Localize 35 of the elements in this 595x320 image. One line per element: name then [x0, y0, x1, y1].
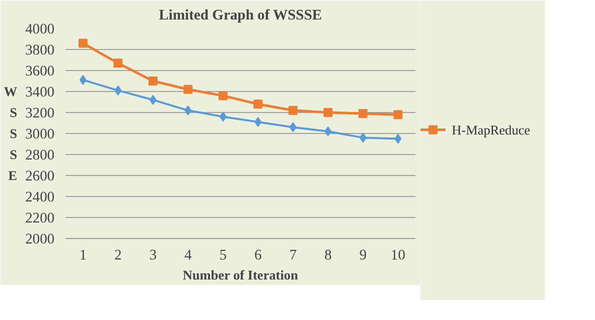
y-tick-label: 2000 [25, 232, 54, 248]
point [184, 84, 192, 94]
y-tick-label: 3800 [25, 42, 54, 58]
y-tick-label: 2400 [25, 190, 54, 206]
y-tick-label: 3000 [25, 126, 54, 142]
y-tick-label: 2600 [25, 168, 54, 184]
y-tick-label: 3200 [25, 106, 54, 122]
point [148, 76, 158, 86]
point [114, 58, 122, 68]
point [78, 38, 88, 48]
y-tick-label: 3600 [25, 64, 54, 80]
y-tick-label: 2800 [25, 148, 54, 164]
x-axis-title: Number of Iteration [182, 268, 299, 282]
y-axis-title: WSSSE [4, 84, 18, 183]
x-tick-label: 1 [79, 248, 87, 264]
y-tick-label: 4000 [25, 22, 54, 38]
legend-label: H-MapReduce [452, 122, 530, 138]
point [218, 91, 228, 100]
x-tick-label: 10 [390, 248, 406, 264]
x-tick-label: 4 [184, 248, 192, 264]
x-tick-label: 7 [289, 248, 297, 264]
chart-title: Limited Graph of WSSSE [158, 8, 322, 24]
y-tick-label: 2200 [25, 210, 54, 226]
x-tick-label: 2 [114, 248, 122, 264]
x-tick-label: 8 [324, 248, 332, 264]
x-tick-label: 3 [149, 248, 157, 264]
point [324, 108, 332, 117]
point [358, 109, 368, 118]
point [394, 110, 402, 120]
point [254, 100, 262, 109]
x-tick-label: 9 [359, 248, 367, 264]
point [288, 106, 298, 115]
x-tick-label: 6 [254, 248, 262, 264]
x-tick-label: 5 [219, 248, 227, 264]
y-tick-label: 3400 [25, 84, 54, 100]
